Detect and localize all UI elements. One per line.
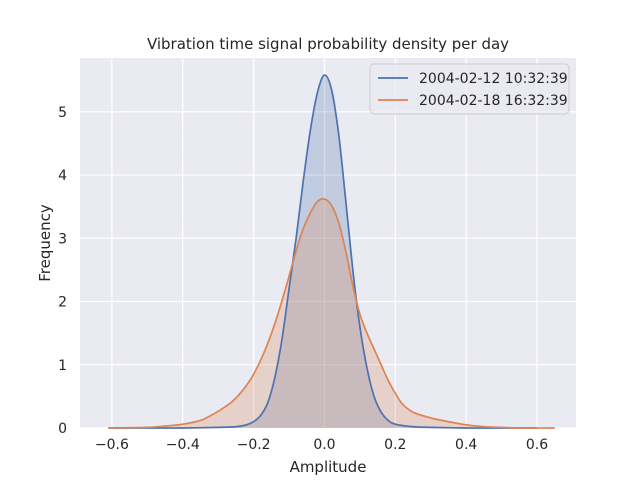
chart-title: Vibration time signal probability densit… <box>147 35 509 53</box>
x-tick-label: −0.6 <box>95 437 129 453</box>
y-tick-label: 5 <box>58 105 67 121</box>
y-tick-label: 4 <box>58 168 67 184</box>
y-axis-ticks: 0 1 2 3 4 5 <box>58 105 67 437</box>
density-fills <box>108 75 555 429</box>
legend-entry: 2004-02-18 16:32:39 <box>419 93 568 109</box>
y-tick-label: 2 <box>58 295 67 311</box>
legend-entry: 2004-02-12 10:32:39 <box>419 71 568 87</box>
x-axis-ticks: −0.6 −0.4 −0.2 0.0 0.2 0.4 0.6 <box>95 437 548 453</box>
plot-area <box>80 58 576 428</box>
series-2-fill <box>108 198 555 429</box>
y-tick-label: 3 <box>58 231 67 247</box>
x-tick-label: −0.4 <box>166 437 200 453</box>
series-1-fill <box>108 75 538 429</box>
density-lines <box>108 74 555 429</box>
y-tick-label: 0 <box>58 421 67 437</box>
x-tick-label: 0.6 <box>526 437 548 453</box>
x-tick-label: −0.2 <box>237 437 271 453</box>
x-tick-label: 0.0 <box>313 437 335 453</box>
legend-box <box>369 63 570 115</box>
x-tick-label: 0.4 <box>455 437 477 453</box>
series-1-line <box>108 74 538 429</box>
x-tick-label: 0.2 <box>384 437 406 453</box>
y-tick-label: 1 <box>58 358 67 374</box>
y-axis-label: Frequency <box>36 204 54 282</box>
legend: 2004-02-12 10:32:39 2004-02-18 16:32:39 <box>369 63 570 115</box>
series-2-line <box>108 197 555 429</box>
x-axis-label: Amplitude <box>290 458 367 476</box>
